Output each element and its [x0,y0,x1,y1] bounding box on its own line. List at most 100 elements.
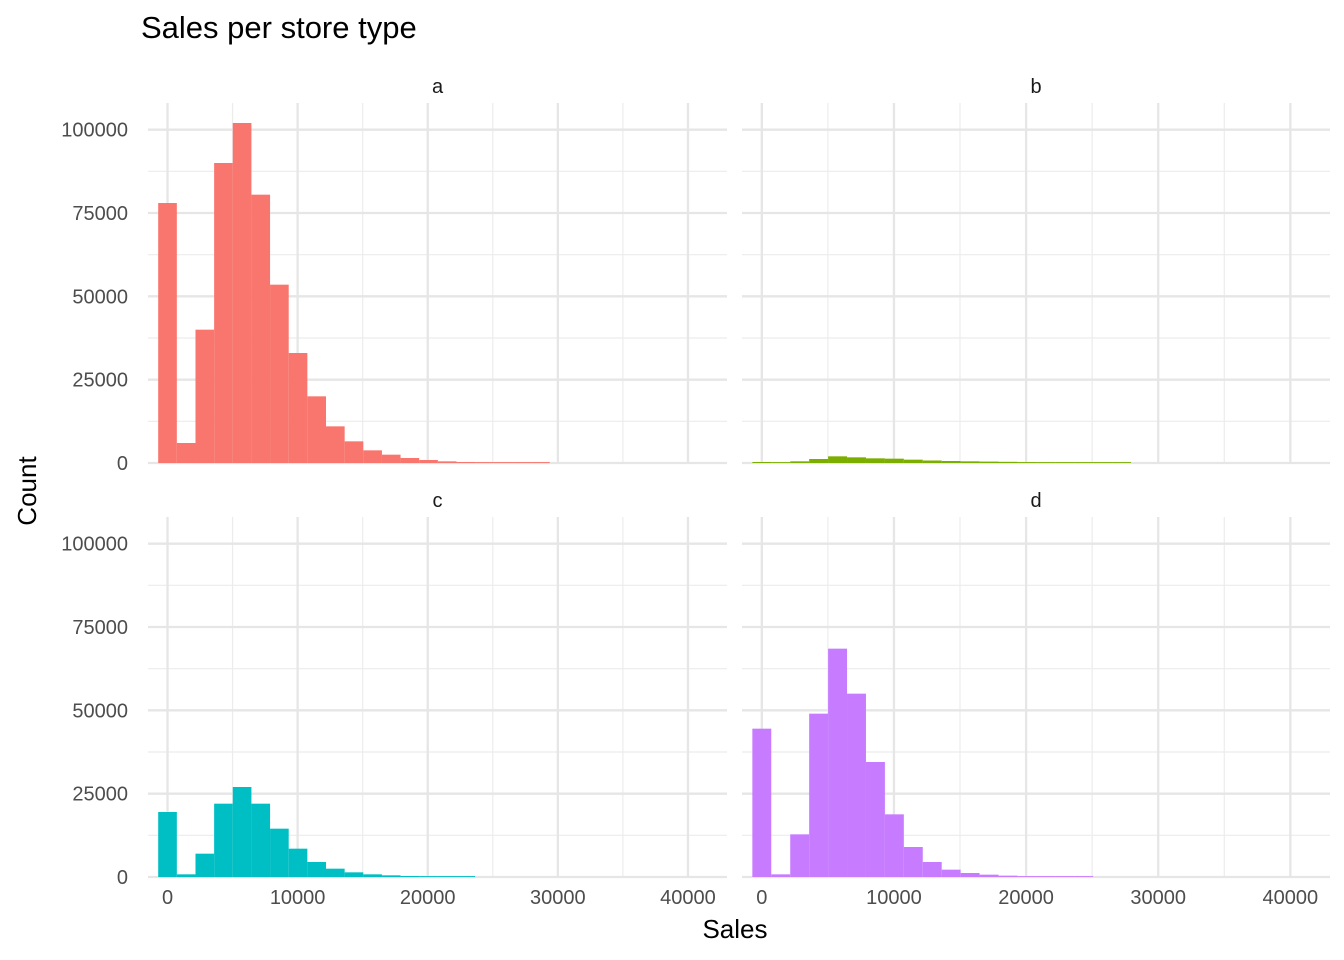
histogram-bar [251,194,271,463]
y-tick-label: 0 [117,867,128,889]
histogram-bar [752,728,772,877]
facet-strip-label: d [1030,490,1041,512]
histogram-bar [979,461,999,463]
histogram-bar [828,648,848,877]
histogram-bar [790,834,810,877]
histogram-bar [1036,462,1056,463]
histogram-bar [288,848,308,877]
facet-strip-label: c [433,490,443,512]
y-tick-label: 0 [117,453,128,475]
histogram-bar [437,461,457,463]
histogram-bar [381,875,401,877]
histogram-bar [270,828,289,877]
facet-strip-label: b [1030,76,1041,98]
x-tick-label: 40000 [1263,887,1319,909]
histogram-bar [475,462,494,463]
facet-panel-d: d 0 10000 20000 30000 40000 [742,490,1330,909]
histogram-bar [195,329,215,463]
histogram-bar [381,454,401,463]
histogram-bar [809,713,829,877]
histogram-bar [307,862,327,877]
histogram-bar [288,353,308,463]
x-tick-label: 0 [756,887,767,909]
x-tick-label: 30000 [530,887,586,909]
x-tick-label: 10000 [270,887,326,909]
histogram-bar [998,461,1018,463]
x-tick-label: 0 [162,887,173,909]
y-tick-label: 50000 [72,286,128,308]
histogram-bar [176,443,196,463]
histogram-bar [344,441,364,463]
histogram-bar [903,847,923,877]
histogram-bar [941,461,961,463]
histogram-bar [176,874,196,877]
histogram-bar [344,872,364,877]
histogram-bar [400,458,420,463]
histogram-bar [419,876,438,877]
histogram-bar [1055,462,1075,463]
histogram-bar [922,862,942,877]
x-tick-label: 10000 [866,887,922,909]
histogram-bar [1112,462,1132,463]
y-tick-label: 75000 [72,617,128,639]
histogram-bar [960,873,980,877]
histogram-bar [214,163,233,463]
histogram-bar [456,876,476,877]
x-tick-label: 40000 [660,887,716,909]
y-tick-label: 100000 [61,534,128,556]
histogram-bar [195,853,215,877]
histogram-bar [903,459,923,463]
x-tick-label: 20000 [400,887,456,909]
histogram-bar [158,203,177,463]
histogram-bar [998,875,1018,877]
histogram-bar [493,462,513,463]
histogram-bar [158,812,177,877]
histogram-bar [456,462,476,463]
histogram-bar [1093,462,1113,463]
histogram-bar [1074,462,1094,463]
histogram-bar [752,462,772,463]
x-tick-label: 30000 [1130,887,1186,909]
histogram-bar [307,396,327,463]
x-axis-title: Sales [702,914,767,944]
facet-strip-label: a [432,76,444,98]
histogram-bar [363,450,382,463]
y-tick-label: 100000 [61,120,128,142]
y-tick-label: 50000 [72,700,128,722]
histogram-bar [790,461,810,463]
histogram-bar [828,456,848,463]
histogram-bar [884,458,904,463]
histogram-bar [941,869,961,877]
histogram-bar [419,460,438,463]
histogram-bar [979,874,999,877]
histogram-bar [884,814,904,877]
chart-title: Sales per store type [141,10,417,45]
histogram-bar [771,874,791,877]
facet-panel-a: a 0 25000 50000 75000 100000 [61,76,727,475]
histogram-bar [922,460,942,463]
histogram-bar [960,461,980,463]
histogram-bar [531,462,550,463]
histogram-bar [232,787,252,877]
histogram-bar [847,693,866,877]
histogram-bar [400,876,420,877]
histogram-bar [512,462,532,463]
histogram-bar [865,762,885,877]
histogram-bar [326,426,345,463]
histogram-bar [1074,876,1094,877]
y-axis-title: Count [12,456,42,526]
histogram-bar [1055,876,1075,877]
histogram-bar [251,803,271,877]
histogram-bar [1017,462,1037,463]
x-tick-label: 20000 [998,887,1054,909]
histogram-bar [214,803,233,877]
facet-panel-c: c 0 25000 50000 75000 100000 0 10000 20000 30000 4… [61,490,727,909]
histogram-bar [865,458,885,463]
y-tick-label: 75000 [72,203,128,225]
facet-panels: a0250005000075000100000bc025000500007500… [61,76,1330,909]
histogram-bar [363,874,382,877]
histogram-bar [847,457,866,463]
